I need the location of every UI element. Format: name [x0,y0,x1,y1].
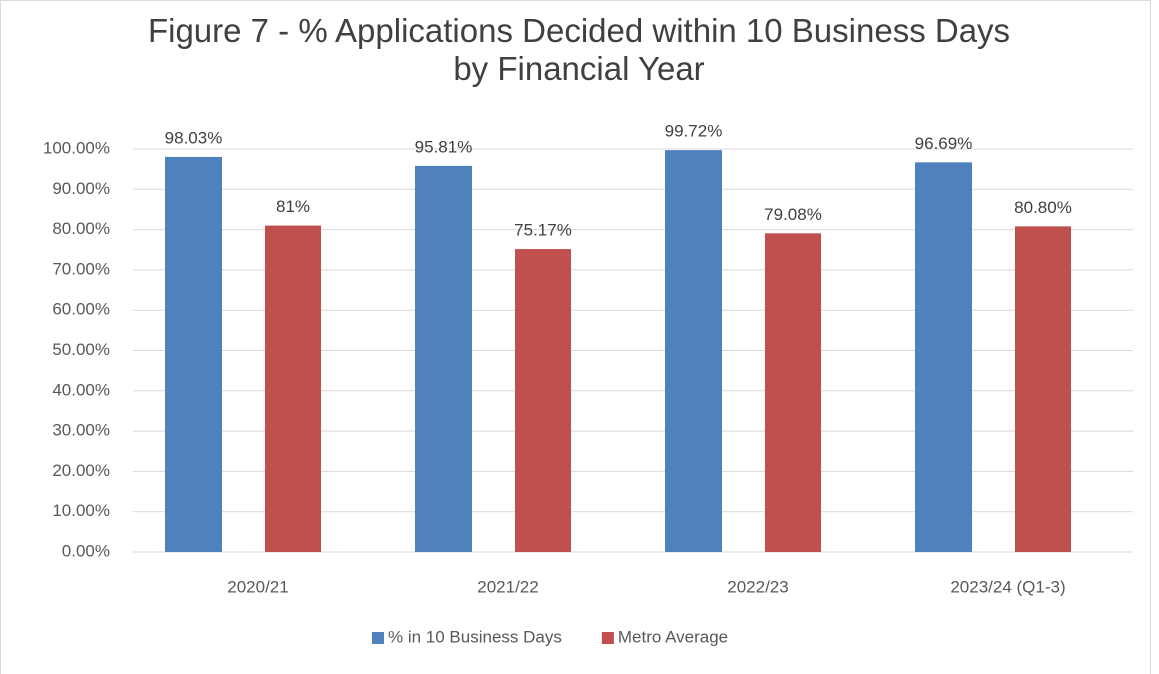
x-tick-label: 2021/22 [477,577,538,596]
y-tick-label: 100.00% [43,138,110,157]
bar [165,156,222,553]
y-tick-label: 60.00% [52,300,110,319]
data-label: 95.81% [415,137,473,156]
legend-swatch [372,632,384,644]
y-tick-label: 90.00% [52,179,110,198]
y-tick-label: 0.00% [62,541,110,560]
legend-label: % in 10 Business Days [388,627,562,646]
data-label: 79.08% [764,205,822,224]
bar [765,233,821,552]
y-tick-label: 20.00% [52,461,110,480]
legend-swatch [601,632,614,644]
x-tick-label: 2023/24 (Q1-3) [950,577,1065,596]
bar [665,150,722,552]
x-tick-label: 2022/23 [727,577,788,596]
y-tick-label: 30.00% [52,421,110,440]
data-label: 80.80% [1014,198,1072,217]
data-label: 75.17% [514,221,572,240]
data-label: 98.03% [165,128,223,147]
bar [265,225,321,552]
bar [415,165,472,553]
data-label: 99.72% [665,122,723,141]
y-tick-label: 70.00% [52,259,110,278]
bar [515,249,571,553]
data-label: 81% [276,197,310,216]
x-tick-label: 2020/21 [227,577,288,596]
y-tick-label: 80.00% [52,219,110,238]
chart-title: Figure 7 - % Applications Decided within… [147,12,1011,87]
data-label: 96.69% [915,134,973,153]
legend-label: Metro Average [618,627,728,646]
y-tick-label: 40.00% [52,380,110,399]
bar [915,162,972,552]
bar [1015,226,1071,552]
y-tick-label: 10.00% [52,501,110,520]
y-tick-label: 50.00% [52,340,110,359]
